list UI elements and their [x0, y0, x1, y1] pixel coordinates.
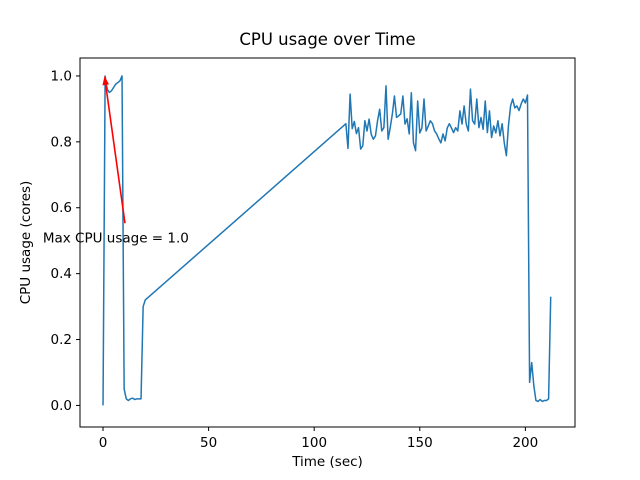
- x-axis-label: Time (sec): [291, 454, 363, 470]
- y-tick-label: 0.8: [51, 134, 72, 150]
- chart-title: CPU usage over Time: [239, 30, 415, 49]
- x-tick-label: 50: [200, 435, 217, 451]
- y-tick-label: 0.0: [51, 398, 72, 414]
- y-tick-label: 0.4: [51, 266, 72, 282]
- y-tick-label: 1.0: [51, 68, 72, 84]
- y-axis-label: CPU usage (cores): [18, 181, 34, 305]
- x-tick-label: 200: [512, 435, 538, 451]
- annotation-label: Max CPU usage = 1.0: [43, 231, 189, 247]
- x-tick-label: 100: [301, 435, 327, 451]
- annotation-arrow-shaft: [104, 84, 126, 224]
- x-tick-label: 0: [99, 435, 108, 451]
- cpu-usage-line: [102, 75, 552, 406]
- axes-frame: [79, 57, 576, 428]
- y-tick-label: 0.2: [51, 332, 72, 348]
- y-tick-label: 0.6: [51, 200, 72, 216]
- x-tick-label: 150: [407, 435, 433, 451]
- annotation-arrowhead: [102, 75, 110, 86]
